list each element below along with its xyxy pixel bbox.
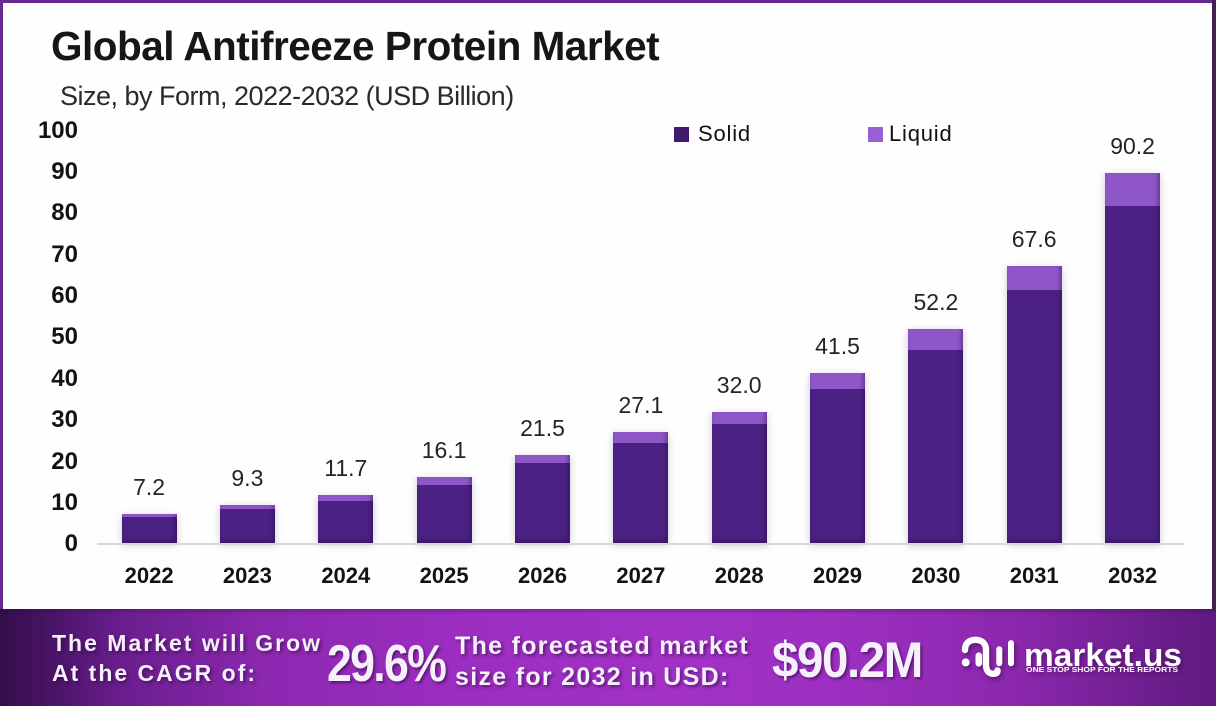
svg-text:ONE STOP SHOP FOR THE REPORTS: ONE STOP SHOP FOR THE REPORTS xyxy=(1026,665,1178,674)
svg-text:market.us: market.us xyxy=(1024,637,1182,673)
